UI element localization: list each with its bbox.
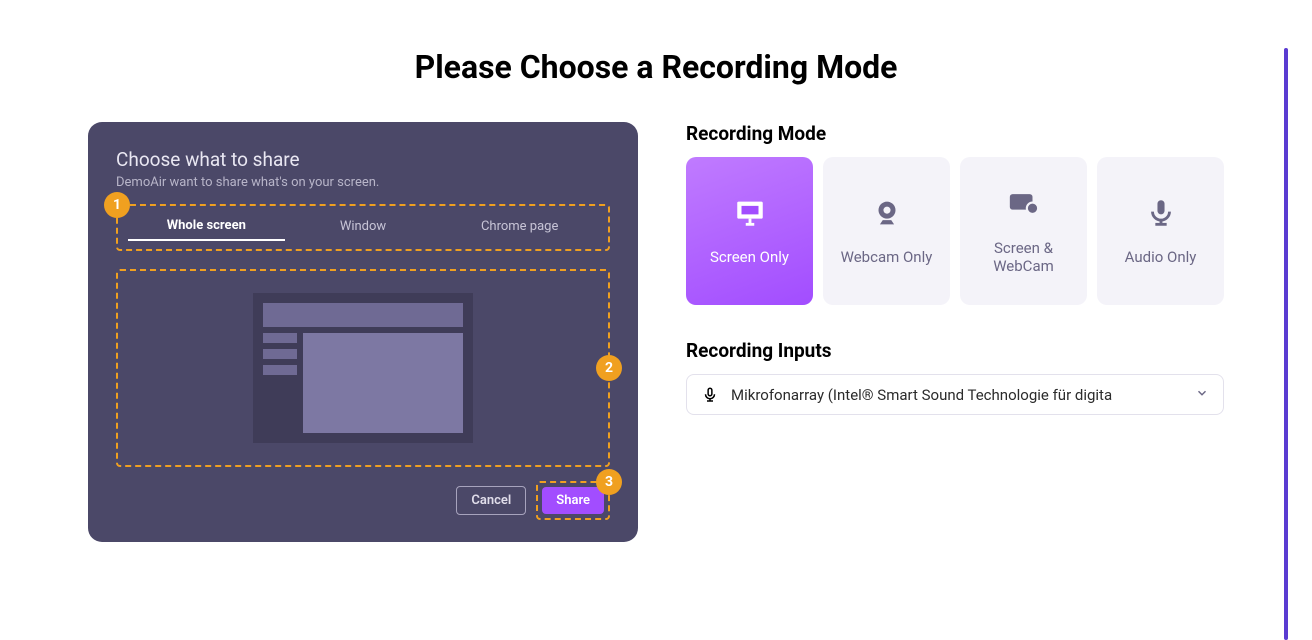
tab-window[interactable]: Window [285, 215, 442, 240]
share-dialog-subtitle: DemoAir want to share what's on your scr… [116, 175, 610, 190]
share-button-highlight: 3 Share [536, 481, 610, 520]
mode-screen-only[interactable]: Screen Only [686, 157, 813, 305]
step-badge-3: 3 [596, 469, 622, 495]
webcam-icon [870, 196, 904, 234]
screen-webcam-icon [1007, 187, 1041, 225]
mode-label: Audio Only [1125, 248, 1197, 266]
tab-chrome-page[interactable]: Chrome page [441, 215, 598, 240]
step-badge-2: 2 [596, 355, 622, 381]
microphone-icon [1144, 196, 1178, 234]
share-dialog-title: Choose what to share [116, 148, 610, 171]
microphone-icon [701, 386, 719, 404]
recording-mode-title: Recording Mode [686, 122, 1224, 145]
share-tabs-highlight: 1 Whole screen Window Chrome page [116, 204, 610, 251]
mode-label: Screen & WebCam [966, 239, 1081, 275]
share-preview-highlight: 2 [116, 269, 610, 467]
monitor-icon [733, 196, 767, 234]
recording-inputs-title: Recording Inputs [686, 339, 1224, 362]
mode-screen-and-webcam[interactable]: Screen & WebCam [960, 157, 1087, 305]
cancel-button[interactable]: Cancel [456, 486, 526, 515]
chevron-down-icon [1195, 385, 1209, 404]
share-dialog-buttons: Cancel 3 Share [456, 481, 610, 520]
mode-label: Screen Only [710, 248, 789, 266]
share-dialog: Choose what to share DemoAir want to sha… [88, 122, 638, 542]
recording-mode-grid: Screen Only Webcam Only [686, 157, 1224, 305]
page-accent-bar [1284, 48, 1288, 640]
right-panel: Recording Mode Screen Only [686, 122, 1224, 542]
share-button[interactable]: Share [542, 487, 604, 514]
step-badge-1: 1 [104, 192, 130, 218]
screen-preview-thumbnail[interactable] [253, 293, 473, 443]
mode-audio-only[interactable]: Audio Only [1097, 157, 1224, 305]
tab-whole-screen[interactable]: Whole screen [128, 214, 285, 241]
mode-label: Webcam Only [841, 248, 933, 266]
mode-webcam-only[interactable]: Webcam Only [823, 157, 950, 305]
audio-input-selected: Mikrofonarray (Intel® Smart Sound Techno… [731, 386, 1183, 404]
content-row: Choose what to share DemoAir want to sha… [0, 122, 1312, 542]
page-title: Please Choose a Recording Mode [0, 48, 1312, 86]
audio-input-select[interactable]: Mikrofonarray (Intel® Smart Sound Techno… [686, 374, 1224, 415]
